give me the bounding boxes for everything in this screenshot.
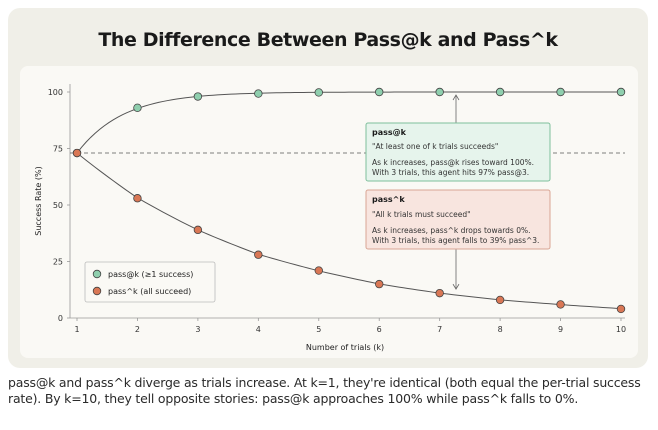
annotation-title: pass^k — [372, 195, 405, 204]
y-tick-label: 25 — [53, 258, 63, 267]
chart-title: The Difference Between Pass@k and Pass^k — [98, 29, 558, 51]
annotation-pass-at-k: pass@k "At least one of k trials succeed… — [365, 122, 551, 182]
annotation-title: pass@k — [372, 128, 407, 137]
legend-marker-pass-at-k — [92, 269, 102, 279]
annotation-line: As k increases, pass^k drops towards 0%. — [372, 226, 531, 235]
data-point-pass-at-k — [435, 87, 444, 97]
data-point-pass-at-k — [254, 89, 263, 98]
figure-caption: pass@k and pass^k diverge as trials incr… — [8, 375, 641, 406]
x-axis-label: Number of trials (k) — [306, 343, 384, 352]
data-point-pass-at-k — [556, 87, 565, 97]
data-point-pass-hat-k — [435, 288, 444, 298]
x-tick-label: 7 — [437, 325, 442, 334]
series-curves — [76, 91, 622, 310]
legend-marker-pass-hat-k — [92, 286, 102, 296]
y-ticks: 0 25 50 75 100 — [48, 88, 70, 323]
data-point-pass-hat-k — [193, 225, 203, 235]
series-line-pass-at-k — [76, 91, 621, 154]
y-tick-label: 0 — [58, 314, 63, 323]
data-point-pass-at-k — [616, 87, 626, 97]
y-tick-label: 100 — [48, 88, 63, 97]
data-point-pass-hat-k — [495, 295, 505, 305]
x-tick-label: 6 — [377, 325, 382, 334]
annotation-line: As k increases, pass@k rises toward 100%… — [372, 158, 534, 167]
x-ticks: 1 2 3 4 5 6 7 8 9 10 — [74, 318, 626, 334]
data-point-pass-hat-k — [314, 266, 323, 275]
y-tick-label: 50 — [53, 201, 63, 210]
x-tick-label: 4 — [256, 325, 261, 334]
x-tick-label: 3 — [195, 325, 200, 334]
x-tick-label: 5 — [316, 325, 321, 334]
legend-box — [84, 261, 216, 303]
data-point-pass-at-k — [314, 88, 323, 97]
data-point-pass-hat-k — [72, 148, 82, 158]
arrow-pass-at-k-head — [452, 94, 460, 101]
x-tick-label: 8 — [498, 325, 503, 334]
data-point-pass-hat-k — [375, 279, 384, 289]
x-tick-label: 2 — [135, 325, 140, 334]
x-tick-label: 10 — [616, 325, 626, 334]
axes — [69, 84, 625, 319]
annotation-quote: "At least one of k trials succeeds" — [372, 142, 498, 151]
data-point-pass-hat-k — [616, 304, 626, 314]
annotation-pass-hat-k: pass^k "All k trials must succeed" As k … — [365, 189, 551, 250]
data-point-pass-hat-k — [556, 300, 565, 309]
data-point-pass-hat-k — [254, 250, 263, 259]
plot-area: 0 25 50 75 100 1 2 3 4 5 6 7 8 9 10 Success Rate (%) … — [20, 66, 638, 358]
data-point-pass-at-k — [133, 103, 142, 113]
series-line-pass-hat-k — [76, 152, 622, 310]
annotation-box-pass-hat-k — [365, 189, 551, 250]
legend: pass@k (≥1 success) pass^k (all succeed) — [84, 261, 216, 303]
data-point-pass-at-k — [375, 87, 384, 97]
legend-label-pass-hat-k: pass^k (all succeed) — [108, 287, 191, 296]
annotation-line: With 3 trials, this agent falls to 39% p… — [372, 236, 539, 245]
series-points — [72, 87, 626, 314]
x-tick-label: 9 — [558, 325, 563, 334]
data-point-pass-hat-k — [133, 194, 142, 203]
annotation-box-pass-at-k — [365, 122, 551, 182]
data-point-pass-at-k — [495, 87, 505, 97]
legend-label-pass-at-k: pass@k (≥1 success) — [108, 270, 193, 279]
figure-card: The Difference Between Pass@k and Pass^k… — [8, 8, 648, 368]
annotation-quote: "All k trials must succeed" — [372, 210, 471, 219]
annotation-line: With 3 trials, this agent hits 97% pass@… — [372, 168, 529, 177]
arrow-pass-hat-k-head — [452, 283, 460, 290]
y-axis-label: Success Rate (%) — [34, 166, 43, 235]
data-point-pass-at-k — [193, 92, 203, 101]
y-tick-label: 75 — [53, 145, 63, 154]
annotation-arrows — [452, 94, 460, 290]
x-tick-label: 1 — [74, 325, 79, 334]
